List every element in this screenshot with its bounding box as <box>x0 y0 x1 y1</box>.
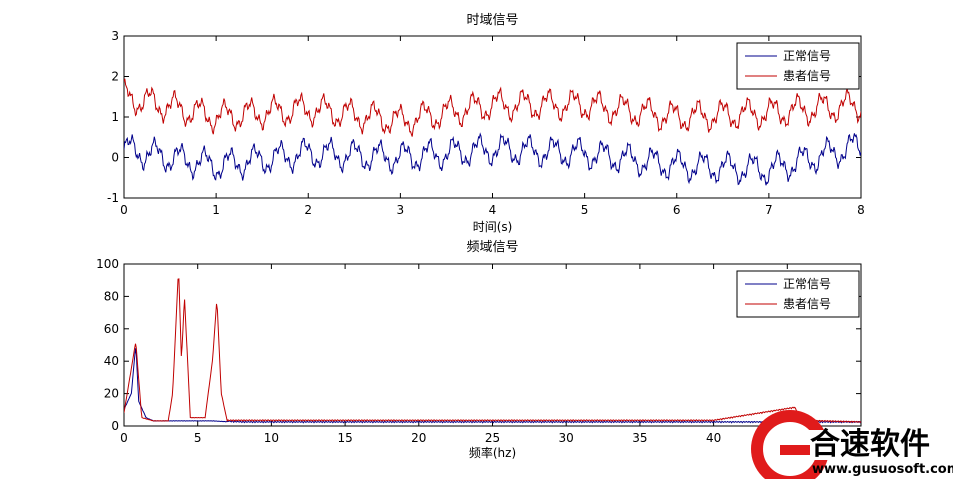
series-line-1 <box>124 132 861 186</box>
x-tick-label: 35 <box>632 431 647 445</box>
x-tick-label: 6 <box>673 203 681 217</box>
watermark-url: www.gusuosoft.com <box>812 462 953 477</box>
x-tick-label: 40 <box>706 431 721 445</box>
series-line-2 <box>124 278 861 424</box>
chart-title: 时域信号 <box>466 13 518 28</box>
logo-bar <box>780 445 810 455</box>
y-tick-label: 0 <box>111 151 119 165</box>
x-tick-label: 4 <box>489 203 497 217</box>
x-tick-label: 15 <box>337 431 352 445</box>
x-axis-label: 频率(hz) <box>469 445 516 460</box>
x-tick-label: 0 <box>120 203 128 217</box>
x-tick-label: 2 <box>304 203 312 217</box>
x-axis-label: 时间(s) <box>473 220 513 234</box>
legend-label: 患者信号 <box>783 69 831 83</box>
watermark-brand: 合速软件 <box>810 427 930 462</box>
x-tick-label: 5 <box>194 431 202 445</box>
x-tick-label: 8 <box>857 203 865 217</box>
y-tick-label: 80 <box>104 289 119 303</box>
x-tick-label: 25 <box>485 431 500 445</box>
y-tick-label: 40 <box>104 354 119 368</box>
legend-label: 患者信号 <box>783 297 831 311</box>
chart-title: 频域信号 <box>466 240 518 255</box>
x-tick-label: 30 <box>559 431 574 445</box>
y-tick-label: 100 <box>96 257 119 271</box>
series-line-2 <box>124 78 861 137</box>
y-tick-label: 60 <box>104 322 119 336</box>
legend-label: 正常信号 <box>783 49 831 63</box>
chart-2: 频域信号051015202530354045020406080100频率(hz)… <box>96 240 862 460</box>
y-tick-label: 0 <box>111 419 119 433</box>
legend-label: 正常信号 <box>783 277 831 291</box>
x-tick-label: 3 <box>397 203 405 217</box>
series-line-1 <box>124 348 861 424</box>
y-tick-label: 1 <box>111 110 119 124</box>
x-tick-label: 0 <box>120 431 128 445</box>
y-tick-label: 3 <box>111 29 119 43</box>
legend-box <box>736 42 860 90</box>
x-tick-label: 10 <box>264 431 279 445</box>
x-tick-label: 7 <box>765 203 773 217</box>
y-tick-label: -1 <box>107 191 119 205</box>
legend-box <box>736 270 860 318</box>
x-tick-label: 1 <box>212 203 220 217</box>
y-tick-label: 2 <box>111 70 119 84</box>
x-tick-label: 5 <box>581 203 589 217</box>
x-tick-label: 20 <box>411 431 426 445</box>
y-tick-label: 20 <box>104 387 119 401</box>
